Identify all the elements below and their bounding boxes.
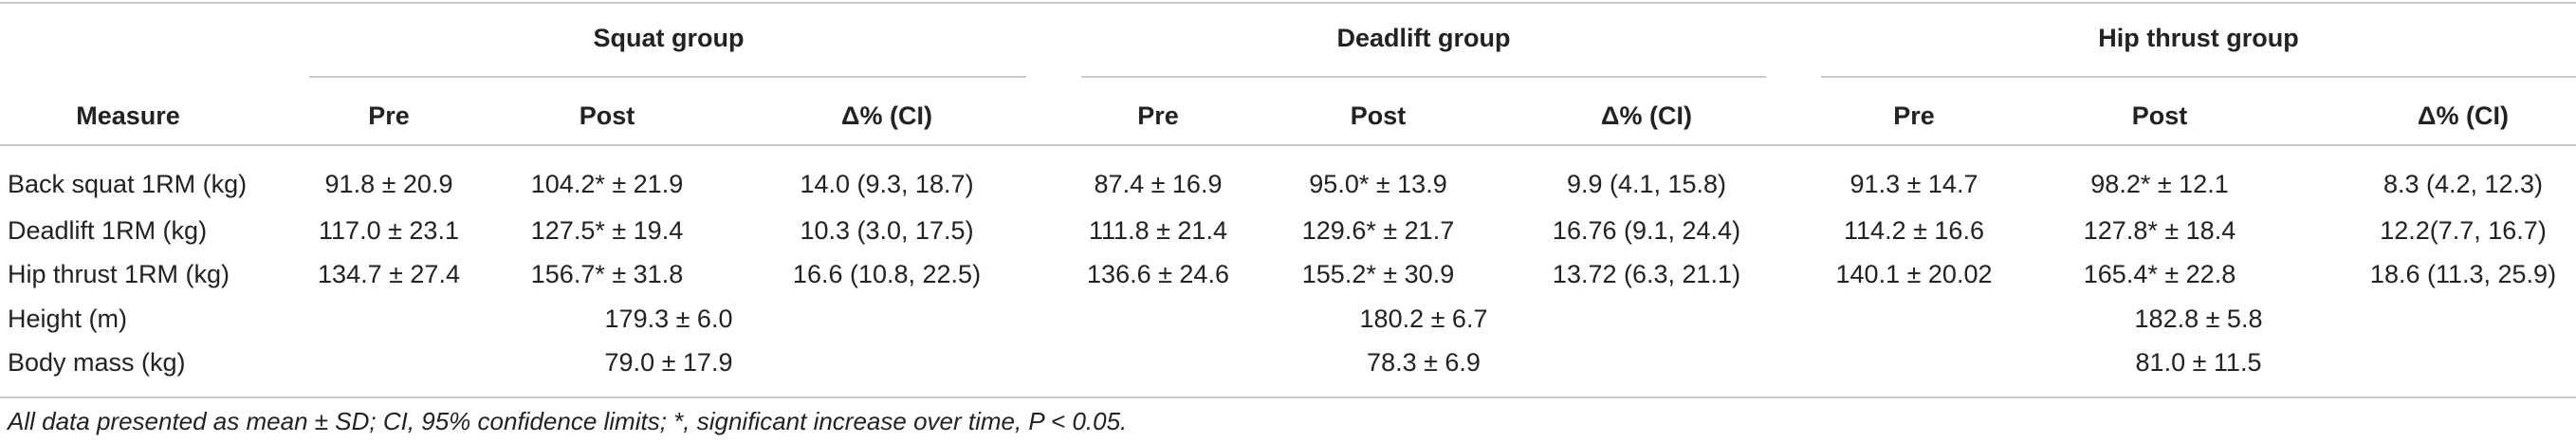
table-cell: 134.7 ± 27.4 <box>318 260 460 288</box>
col-header-post: Post <box>579 102 635 130</box>
table-cell: 79.0 ± 17.9 <box>604 348 733 377</box>
col-header-pre: Pre <box>368 102 410 130</box>
table-cell: 91.8 ± 20.9 <box>324 170 453 198</box>
table-cell: 98.2* ± 12.1 <box>2090 170 2229 198</box>
table-cell: 81.0 ± 11.5 <box>2135 348 2262 377</box>
table-cell: 179.3 ± 6.0 <box>604 305 733 333</box>
table-cell: 9.9 (4.1, 15.8) <box>1566 170 1727 198</box>
col-header-post: Post <box>1350 102 1407 130</box>
table-cell: 16.76 (9.1, 24.4) <box>1552 216 1741 245</box>
table-cell: 114.2 ± 16.6 <box>1844 216 1984 245</box>
col-header-pre: Pre <box>1893 102 1935 130</box>
table-cell: 136.6 ± 24.6 <box>1087 260 1229 288</box>
group-header-deadlift: Deadlift group <box>1336 24 1511 52</box>
group-header-squat: Squat group <box>593 24 745 52</box>
table-cell: 13.72 (6.3, 21.1) <box>1552 260 1741 288</box>
table-cell: 111.8 ± 21.4 <box>1089 216 1227 245</box>
row-label: Deadlift 1RM (kg) <box>8 216 208 245</box>
table-cell: 18.6 (11.3, 25.9) <box>2369 260 2557 288</box>
table-cell: 16.6 (10.8, 22.5) <box>792 260 982 288</box>
row-label: Body mass (kg) <box>8 348 186 377</box>
table-cell: 104.2* ± 21.9 <box>530 170 684 198</box>
table-cell: 155.2* ± 30.9 <box>1301 260 1455 288</box>
deadlift-group-underline <box>1081 76 1766 78</box>
table-cell: 127.8* ± 18.4 <box>2083 216 2236 245</box>
table-cell: 12.2(7.7, 16.7) <box>2380 216 2547 245</box>
table-cell: 14.0 (9.3, 18.7) <box>800 170 974 198</box>
table-cell: 91.3 ± 14.7 <box>1849 170 1978 198</box>
row-label: Back squat 1RM (kg) <box>8 170 248 198</box>
col-header-pre: Pre <box>1137 102 1179 130</box>
row-label: Height (m) <box>8 305 128 333</box>
measure-header: Measure <box>76 102 180 130</box>
table-cell: 129.6* ± 21.7 <box>1301 216 1455 245</box>
table-cell: 140.1 ± 20.02 <box>1835 260 1993 288</box>
group-header-hipthrust: Hip thrust group <box>2098 24 2299 52</box>
col-header-delta: Δ% (CI) <box>2418 102 2509 130</box>
header-bottom-rule <box>0 144 2576 146</box>
table-cell: 87.4 ± 16.9 <box>1094 170 1223 198</box>
hipthrust-group-underline <box>1821 76 2576 78</box>
table-cell: 10.3 (3.0, 17.5) <box>800 216 974 245</box>
col-header-delta: Δ% (CI) <box>841 102 932 130</box>
row-label: Hip thrust 1RM (kg) <box>8 260 230 288</box>
top-rule <box>0 2 2576 4</box>
table-cell: 117.0 ± 23.1 <box>319 216 459 245</box>
table-cell: 95.0* ± 13.9 <box>1309 170 1447 198</box>
col-header-post: Post <box>2131 102 2188 130</box>
table-cell: 180.2 ± 6.7 <box>1359 305 1488 333</box>
table-cell: 182.8 ± 5.8 <box>2134 305 2263 333</box>
table-cell: 127.5* ± 19.4 <box>530 216 684 245</box>
table-cell: 78.3 ± 6.9 <box>1367 348 1481 377</box>
table-cell: 165.4* ± 22.8 <box>2083 260 2236 288</box>
table-cell: 8.3 (4.2, 12.3) <box>2383 170 2544 198</box>
table-footnote: All data presented as mean ± SD; CI, 95%… <box>8 407 1128 435</box>
squat-group-underline <box>309 76 1026 78</box>
table-bottom-rule <box>0 397 2576 398</box>
table-cell: 156.7* ± 31.8 <box>530 260 684 288</box>
col-header-delta: Δ% (CI) <box>1601 102 1692 130</box>
